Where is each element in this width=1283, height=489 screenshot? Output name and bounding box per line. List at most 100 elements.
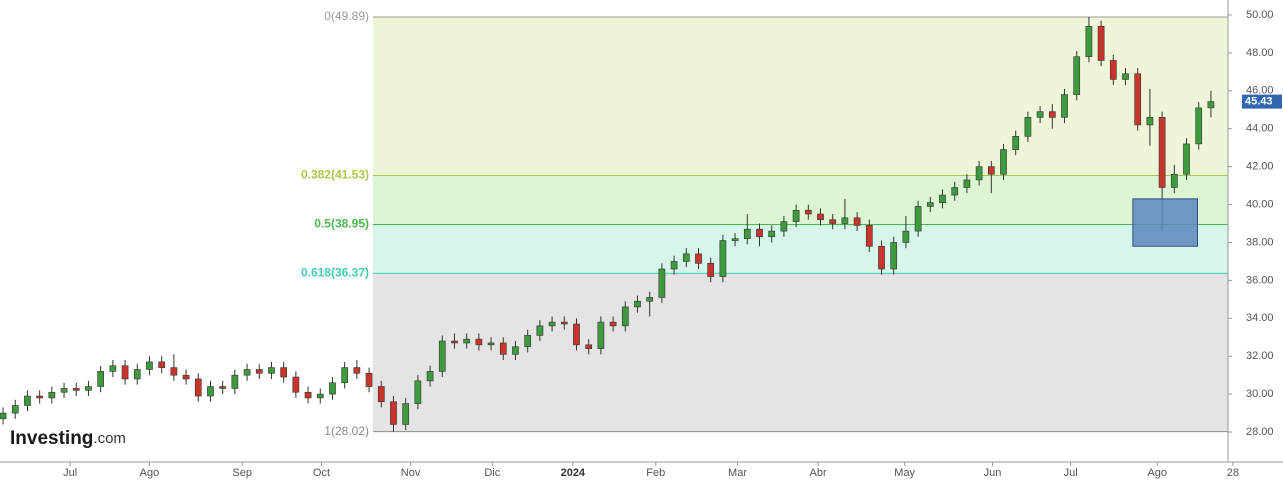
candle-body [158,361,166,368]
candle-body [560,321,568,325]
candle-body [1097,26,1105,61]
candle-body [902,230,910,243]
candle-body [133,369,141,380]
candle-body [304,391,312,399]
candle-body [329,382,336,395]
candle-body [573,323,580,346]
candle-body [914,206,922,232]
candle-body [182,374,190,380]
candle-body [60,388,68,393]
logo: Investing.com [10,428,126,449]
candle-body [963,179,971,188]
candle-body [1170,173,1178,188]
candle-body [878,245,885,270]
fib-zone [373,224,1228,274]
fib-label: 0.5(38.95) [314,217,369,231]
y-tick-label: 30.00 [1246,388,1274,400]
y-tick-label: 50.00 [1246,9,1274,21]
candle-body [1207,101,1215,109]
highlight-box [1132,198,1198,247]
y-tick-label: 28.00 [1246,426,1274,438]
x-tick-label: Dic [484,467,500,479]
candle-body [1048,111,1056,118]
candle-body [548,321,556,327]
x-tick-label: 28 [1227,467,1239,479]
candle-body [1012,136,1020,150]
candle-body [243,369,251,376]
candle-body [1073,56,1081,95]
candle-body [841,217,849,224]
candle-body [1122,73,1129,80]
candle-body [536,325,544,336]
candle-body [865,225,873,247]
x-tick-label: Nov [401,467,421,479]
x-tick-label: Ago [140,467,160,479]
candle-body [377,386,385,403]
candle-body [524,335,532,348]
candle-body [670,261,678,270]
candle-body [231,374,239,389]
candle-body [97,371,105,387]
candle-body [438,340,446,372]
candle-body [585,344,593,349]
last-price-label: 45.43 [1245,96,1273,108]
candle-body [695,253,702,264]
y-tick-label: 42.00 [1246,161,1274,173]
x-tick-label: Feb [646,467,665,479]
x-tick-label: Jun [984,467,1002,479]
candle-body [475,338,483,346]
candle-body [707,263,715,277]
candle-body [280,367,288,378]
candle-body [792,209,800,222]
y-tick-label: 34.00 [1246,312,1274,324]
candle-body [36,395,44,399]
candle-body [743,228,751,239]
fib-zone [373,17,1228,176]
candle-body [780,221,788,232]
candle-body [1000,149,1007,175]
candle-body [414,380,422,404]
candle-body [194,378,202,397]
fib-zone [373,175,1228,225]
candle-body [109,365,117,372]
x-tick-label: Ago [1147,467,1167,479]
candle-body [268,367,275,374]
candle-body [621,306,629,327]
candle-body [658,268,666,298]
candle-body [804,209,812,215]
candle-body [426,371,434,382]
candle-body [255,369,263,374]
candle-body [1195,107,1203,145]
y-tick-label: 48.00 [1246,47,1274,59]
candle-body [146,361,153,370]
candle-body [207,386,214,397]
fib-zones: 0(49.89) 0.382(41.53) 0.5(38.95) 0.618(36.3… [301,9,1228,438]
candle-body [512,346,519,355]
x-tick-label: Sep [232,467,252,479]
x-tick-label: Jul [1064,467,1078,479]
y-tick-label: 40.00 [1246,198,1274,210]
x-tick-label: Mar [728,467,747,479]
candle-body [0,412,7,420]
candle-body [597,321,605,349]
candle-body [987,166,995,175]
fib-label: 0.618(36.37) [301,266,369,280]
candle-body [341,367,349,384]
y-tick-label: 32.00 [1246,350,1274,362]
candle-body [1134,73,1142,126]
candle-body [451,340,458,344]
candle-body [402,403,410,425]
candle-body [634,300,641,308]
candle-body [365,372,373,387]
candle-body [463,338,471,344]
candle-body [609,321,617,327]
candle-body [951,187,959,196]
candle-body [853,217,861,226]
candle-body [292,376,300,393]
candle-body [121,365,129,380]
candle-body [1158,117,1166,188]
logo-name: Investing [10,428,93,449]
candle-body [719,240,727,277]
candle-body [1183,143,1190,175]
